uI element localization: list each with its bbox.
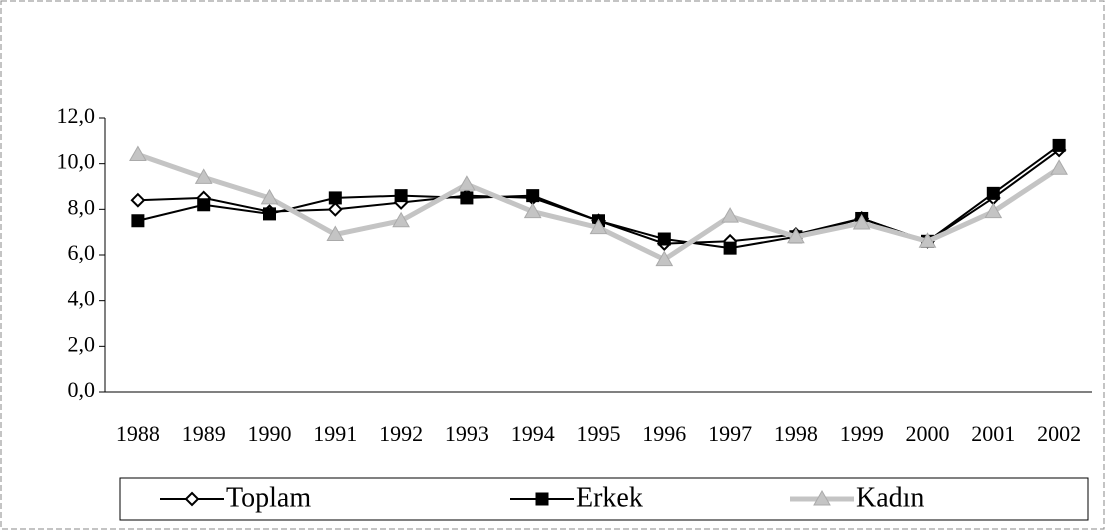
legend-label: Erkek bbox=[576, 482, 643, 513]
legend-label: Kadın bbox=[856, 482, 924, 513]
point bbox=[326, 225, 345, 241]
x-tick-label: 1990 bbox=[248, 421, 292, 446]
y-tick-label: 2,0 bbox=[68, 331, 96, 356]
x-tick-label: 1991 bbox=[313, 421, 357, 446]
y-tick-label: 6,0 bbox=[68, 240, 96, 265]
point bbox=[260, 188, 279, 205]
point bbox=[327, 201, 343, 217]
point bbox=[523, 202, 542, 219]
point bbox=[394, 189, 408, 203]
x-tick-label: 1989 bbox=[182, 421, 226, 446]
y-tick-label: 0,0 bbox=[68, 377, 96, 402]
x-tick-label: 1992 bbox=[379, 421, 423, 446]
point bbox=[918, 232, 937, 248]
x-tick-label: 2000 bbox=[906, 421, 950, 446]
y-tick-label: 10,0 bbox=[57, 149, 96, 174]
point bbox=[655, 250, 674, 267]
point bbox=[723, 241, 737, 255]
legend-marker bbox=[535, 492, 549, 506]
y-tick-label: 4,0 bbox=[68, 286, 96, 311]
point bbox=[131, 214, 145, 228]
x-tick-label: 1993 bbox=[445, 421, 489, 446]
x-tick-label: 1994 bbox=[511, 421, 555, 446]
x-tick-label: 1997 bbox=[708, 421, 752, 446]
point bbox=[460, 191, 474, 205]
x-tick-label: 1995 bbox=[577, 421, 621, 446]
point bbox=[263, 207, 276, 221]
legend-label: Toplam bbox=[226, 482, 311, 513]
point bbox=[194, 168, 213, 184]
x-tick-label: 2001 bbox=[971, 421, 1015, 446]
point bbox=[458, 175, 476, 191]
point bbox=[589, 218, 608, 235]
y-tick-label: 8,0 bbox=[68, 194, 96, 219]
legend-box bbox=[119, 477, 1089, 521]
point bbox=[129, 145, 147, 162]
y-tick-label: 12,0 bbox=[57, 103, 96, 128]
point bbox=[852, 214, 871, 230]
x-tick-label: 1988 bbox=[116, 421, 160, 446]
point bbox=[1052, 138, 1066, 152]
point bbox=[721, 207, 739, 223]
point bbox=[197, 198, 211, 212]
point bbox=[392, 211, 410, 228]
legend-marker bbox=[813, 489, 831, 506]
x-tick-label: 1996 bbox=[642, 421, 686, 446]
point bbox=[986, 186, 1000, 200]
x-tick-label: 1998 bbox=[774, 421, 818, 446]
x-tick-label: 1999 bbox=[840, 421, 884, 446]
point bbox=[984, 202, 1003, 219]
point bbox=[657, 232, 671, 246]
point bbox=[787, 227, 805, 244]
x-tick-label: 2002 bbox=[1037, 421, 1081, 446]
point bbox=[526, 189, 540, 203]
point bbox=[130, 192, 146, 208]
point bbox=[328, 191, 342, 205]
legend-marker bbox=[184, 491, 200, 507]
point bbox=[1050, 159, 1068, 175]
